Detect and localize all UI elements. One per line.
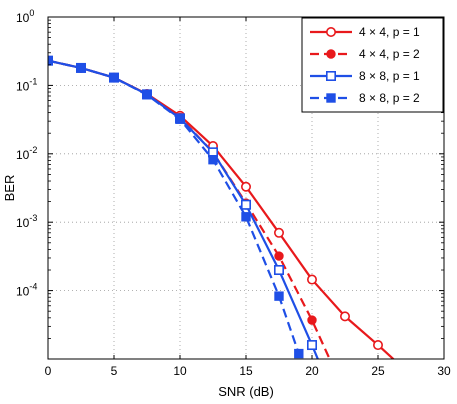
legend-marker: [325, 26, 336, 37]
y-tick-label-base: 10: [16, 216, 30, 230]
legend-marker: [325, 71, 336, 82]
y-axis-title: BER: [2, 175, 17, 202]
legend-label: 4 × 4, p = 2: [359, 47, 420, 61]
series-4-point: [241, 212, 251, 222]
series-1-point: [241, 181, 252, 192]
y-tick-label-exponent: 0: [29, 8, 34, 18]
y-tick-label: 10-1: [16, 76, 37, 93]
y-tick-label-exponent: -2: [29, 145, 37, 155]
series-2-point: [307, 315, 317, 325]
legend-item: 4 × 4, p = 2: [310, 47, 420, 61]
x-tick-label: 25: [371, 364, 385, 378]
series-3-point: [306, 340, 317, 351]
y-tick-label-base: 10: [16, 11, 30, 25]
x-tick-labels: 0 5 10 15 20 25 30: [45, 364, 451, 378]
x-tick-label: 10: [173, 364, 187, 378]
series-4-point: [175, 114, 185, 124]
legend-label: 8 × 8, p = 1: [359, 69, 420, 83]
series-4-point: [109, 72, 119, 83]
series-1-point: [372, 340, 383, 351]
series-2-point: [274, 251, 284, 261]
legend-item: 8 × 8, p = 2: [310, 91, 420, 105]
x-tick-label: 0: [45, 364, 52, 378]
legend-marker: [326, 49, 336, 59]
series-1-point: [339, 311, 350, 322]
x-axis-title: SNR (dB): [218, 384, 274, 399]
legend-item: 8 × 8, p = 1: [310, 69, 420, 83]
legend-label: 8 × 8, p = 2: [359, 91, 420, 105]
legend-box: [301, 17, 444, 113]
series-3-point: [241, 199, 252, 210]
y-tick-label-base: 10: [16, 285, 30, 299]
y-tick-label-base: 10: [16, 148, 30, 162]
y-tick-label: 10-2: [16, 145, 37, 162]
y-tick-label-exponent: -3: [29, 213, 37, 223]
legend: 4 × 4, p = 1 4 × 4, p = 2 8 × 8, p = 1 8 × …: [301, 17, 444, 113]
series-4: [48, 55, 304, 359]
legend-item: 4 × 4, p = 1: [310, 25, 420, 39]
y-tick-label-exponent: -1: [29, 76, 37, 86]
series-4-line: [48, 59, 303, 359]
series-4-point: [294, 348, 304, 359]
x-tick-label: 30: [437, 364, 451, 378]
x-tick-label: 15: [239, 364, 253, 378]
series-1-point: [273, 227, 284, 238]
legend-marker: [326, 93, 336, 103]
series-4-point: [142, 90, 152, 100]
series-1-point: [306, 274, 317, 285]
x-tick-label: 5: [111, 364, 118, 378]
y-tick-label: 100: [16, 8, 34, 25]
y-tick-label-exponent: -4: [29, 282, 37, 292]
y-tick-label-base: 10: [16, 79, 30, 93]
series-group: [48, 55, 395, 359]
series-3-point: [273, 265, 284, 276]
series-4-point: [76, 63, 86, 73]
legend-label: 4 × 4, p = 1: [359, 25, 420, 39]
y-tick-label: 10-4: [16, 282, 37, 299]
series-4-point: [274, 291, 284, 301]
series-4-point: [48, 55, 53, 66]
series-4-point: [208, 154, 218, 165]
y-tick-label: 10-3: [16, 213, 37, 230]
x-tick-label: 20: [305, 364, 319, 378]
